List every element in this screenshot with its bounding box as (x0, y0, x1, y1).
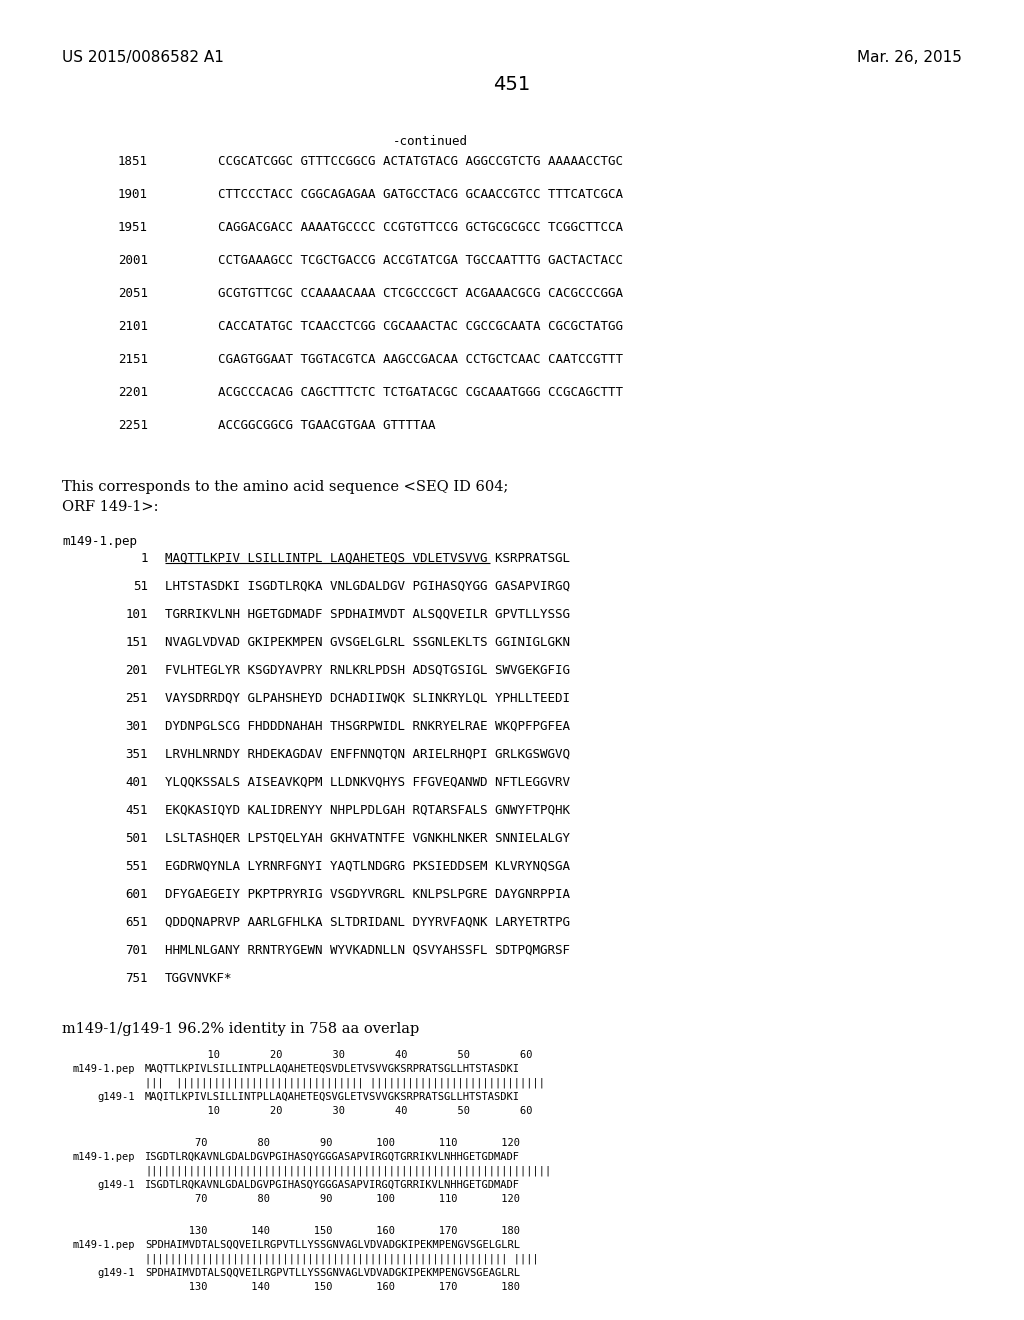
Text: 251: 251 (126, 692, 148, 705)
Text: -continued: -continued (393, 135, 468, 148)
Text: CTTCCCTACC CGGCAGAGAA GATGCCTACG GCAACCGTCC TTTCATCGCA: CTTCCCTACC CGGCAGAGAA GATGCCTACG GCAACCG… (218, 187, 623, 201)
Text: VAYSDRRDQY GLPAHSHEYD DCHADIIWQK SLINKRYLQL YPHLLTEEDI: VAYSDRRDQY GLPAHSHEYD DCHADIIWQK SLINKRY… (165, 692, 570, 705)
Text: g149-1: g149-1 (97, 1092, 135, 1102)
Text: 130       140       150       160       170       180: 130 140 150 160 170 180 (145, 1282, 520, 1292)
Text: LRVHLNRNDY RHDEKAGDAV ENFFNNQTQN ARIELRHQPI GRLKGSWGVQ: LRVHLNRNDY RHDEKAGDAV ENFFNNQTQN ARIELRH… (165, 748, 570, 762)
Text: MAQTTLKPIV LSILLINTPL LAQAHETEQS VDLETVSVVG KSRPRATSGL: MAQTTLKPIV LSILLINTPL LAQAHETEQS VDLETVS… (165, 552, 570, 565)
Text: ACGCCCACAG CAGCTTTCTC TCTGATACGC CGCAAATGGG CCGCAGCTTT: ACGCCCACAG CAGCTTTCTC TCTGATACGC CGCAAAT… (218, 385, 623, 399)
Text: |||||||||||||||||||||||||||||||||||||||||||||||||||||||||||||||||: ||||||||||||||||||||||||||||||||||||||||… (145, 1166, 551, 1176)
Text: This corresponds to the amino acid sequence <SEQ ID 604;: This corresponds to the amino acid seque… (62, 480, 508, 494)
Text: g149-1: g149-1 (97, 1180, 135, 1191)
Text: CAGGACGACC AAAATGCCCC CCGTGTTCCG GCTGCGCGCC TCGGCTTCCA: CAGGACGACC AAAATGCCCC CCGTGTTCCG GCTGCGC… (218, 220, 623, 234)
Text: ISGDTLRQKAVNLGDALDGVPGIHASQYGGGASAPVIRGQTGRRIKVLNHHGETGDMADF: ISGDTLRQKAVNLGDALDGVPGIHASQYGGGASAPVIRGQ… (145, 1152, 520, 1162)
Text: 2201: 2201 (118, 385, 148, 399)
Text: FVLHTEGLYR KSGDYAVPRY RNLKRLPDSH ADSQTGSIGL SWVGEKGFIG: FVLHTEGLYR KSGDYAVPRY RNLKRLPDSH ADSQTGS… (165, 664, 570, 677)
Text: EGDRWQYNLA LYRNRFGNYI YAQTLNDGRG PKSIEDDSEM KLVRYNQSGA: EGDRWQYNLA LYRNRFGNYI YAQTLNDGRG PKSIEDD… (165, 861, 570, 873)
Text: 1851: 1851 (118, 154, 148, 168)
Text: m149-1.pep: m149-1.pep (73, 1239, 135, 1250)
Text: 130       140       150       160       170       180: 130 140 150 160 170 180 (145, 1226, 520, 1236)
Text: 551: 551 (126, 861, 148, 873)
Text: 1901: 1901 (118, 187, 148, 201)
Text: CCGCATCGGC GTTTCCGGCG ACTATGTACG AGGCCGTCTG AAAAACCTGC: CCGCATCGGC GTTTCCGGCG ACTATGTACG AGGCCGT… (218, 154, 623, 168)
Text: 401: 401 (126, 776, 148, 789)
Text: 10        20        30        40        50        60: 10 20 30 40 50 60 (145, 1049, 532, 1060)
Text: 1: 1 (140, 552, 148, 565)
Text: |||||||||||||||||||||||||||||||||||||||||||||||||||||||||| ||||: ||||||||||||||||||||||||||||||||||||||||… (145, 1254, 539, 1265)
Text: 101: 101 (126, 609, 148, 620)
Text: g149-1: g149-1 (97, 1269, 135, 1278)
Text: YLQQKSSALS AISEAVKQPM LLDNKVQHYS FFGVEQANWD NFTLEGGVRV: YLQQKSSALS AISEAVKQPM LLDNKVQHYS FFGVEQA… (165, 776, 570, 789)
Text: 2151: 2151 (118, 352, 148, 366)
Text: NVAGLVDVAD GKIPEKMPEN GVSGELGLRL SSGNLEKLTS GGINIGLGKN: NVAGLVDVAD GKIPEKMPEN GVSGELGLRL SSGNLEK… (165, 636, 570, 649)
Text: 651: 651 (126, 916, 148, 929)
Text: QDDQNAPRVP AARLGFHLKA SLTDRIDANL DYYRVFAQNK LARYETRTPG: QDDQNAPRVP AARLGFHLKA SLTDRIDANL DYYRVFA… (165, 916, 570, 929)
Text: 51: 51 (133, 579, 148, 593)
Text: LHTSTASDKI ISGDTLRQKA VNLGDALDGV PGIHASQYGG GASAPVIRGQ: LHTSTASDKI ISGDTLRQKA VNLGDALDGV PGIHASQ… (165, 579, 570, 593)
Text: 2101: 2101 (118, 319, 148, 333)
Text: CACCATATGC TCAACCTCGG CGCAAACTAC CGCCGCAATA CGCGCTATGG: CACCATATGC TCAACCTCGG CGCAAACTAC CGCCGCA… (218, 319, 623, 333)
Text: CCTGAAAGCC TCGCTGACCG ACCGTATCGA TGCCAATTTG GACTACTACC: CCTGAAAGCC TCGCTGACCG ACCGTATCGA TGCCAAT… (218, 253, 623, 267)
Text: CGAGTGGAAT TGGTACGTCA AAGCCGACAA CCTGCTCAAC CAATCCGTTT: CGAGTGGAAT TGGTACGTCA AAGCCGACAA CCTGCTC… (218, 352, 623, 366)
Text: 2051: 2051 (118, 286, 148, 300)
Text: 751: 751 (126, 972, 148, 985)
Text: ISGDTLRQKAVNLGDALDGVPGIHASQYGGGASAPVIRGQTGRRIKVLNHHGETGDMADF: ISGDTLRQKAVNLGDALDGVPGIHASQYGGGASAPVIRGQ… (145, 1180, 520, 1191)
Text: m149-1.pep: m149-1.pep (73, 1064, 135, 1074)
Text: 301: 301 (126, 719, 148, 733)
Text: 10        20        30        40        50        60: 10 20 30 40 50 60 (145, 1106, 532, 1115)
Text: 2251: 2251 (118, 418, 148, 432)
Text: Mar. 26, 2015: Mar. 26, 2015 (857, 50, 962, 65)
Text: ACCGGCGGCG TGAACGTGAA GTTTTAA: ACCGGCGGCG TGAACGTGAA GTTTTAA (218, 418, 435, 432)
Text: 70        80        90       100       110       120: 70 80 90 100 110 120 (145, 1195, 520, 1204)
Text: US 2015/0086582 A1: US 2015/0086582 A1 (62, 50, 224, 65)
Text: m149-1.pep: m149-1.pep (73, 1152, 135, 1162)
Text: m149-1/g149-1 96.2% identity in 758 aa overlap: m149-1/g149-1 96.2% identity in 758 aa o… (62, 1022, 419, 1036)
Text: 451: 451 (494, 75, 530, 94)
Text: GCGTGTTCGC CCAAAACAAA CTCGCCCGCT ACGAAACGCG CACGCCCGGA: GCGTGTTCGC CCAAAACAAA CTCGCCCGCT ACGAAAC… (218, 286, 623, 300)
Text: 1951: 1951 (118, 220, 148, 234)
Text: 601: 601 (126, 888, 148, 902)
Text: TGRRIKVLNH HGETGDMADF SPDHAIMVDT ALSQQVEILR GPVTLLYSSG: TGRRIKVLNH HGETGDMADF SPDHAIMVDT ALSQQVE… (165, 609, 570, 620)
Text: 451: 451 (126, 804, 148, 817)
Text: 501: 501 (126, 832, 148, 845)
Text: DYDNPGLSCG FHDDDNAHAH THSGRPWIDL RNKRYELRAE WKQPFPGFEA: DYDNPGLSCG FHDDDNAHAH THSGRPWIDL RNKRYEL… (165, 719, 570, 733)
Text: MAQITLKPIVLSILLINTPLLAQAHETEQSVGLETVSVVGKSRPRATSGLLHTSTASDKI: MAQITLKPIVLSILLINTPLLAQAHETEQSVGLETVSVVG… (145, 1092, 520, 1102)
Text: 701: 701 (126, 944, 148, 957)
Text: |||  |||||||||||||||||||||||||||||| ||||||||||||||||||||||||||||: ||| |||||||||||||||||||||||||||||| |||||… (145, 1078, 545, 1089)
Text: LSLTASHQER LPSTQELYAH GKHVATNTFE VGNKHLNKER SNNIELALGY: LSLTASHQER LPSTQELYAH GKHVATNTFE VGNKHLN… (165, 832, 570, 845)
Text: 70        80        90       100       110       120: 70 80 90 100 110 120 (145, 1138, 520, 1148)
Text: EKQKASIQYD KALIDRENYY NHPLPDLGAH RQTARSFALS GNWYFTPQHK: EKQKASIQYD KALIDRENYY NHPLPDLGAH RQTARSF… (165, 804, 570, 817)
Text: 201: 201 (126, 664, 148, 677)
Text: 2001: 2001 (118, 253, 148, 267)
Text: SPDHAIMVDTALSQQVEILRGPVTLLYSSGNVAGLVDVADGKIPEKMPENGVSGEAGLRL: SPDHAIMVDTALSQQVEILRGPVTLLYSSGNVAGLVDVAD… (145, 1269, 520, 1278)
Text: TGGVNVKF*: TGGVNVKF* (165, 972, 232, 985)
Text: SPDHAIMVDTALSQQVEILRGPVTLLYSSGNVAGLVDVADGKIPEKMPENGVSGELGLRL: SPDHAIMVDTALSQQVEILRGPVTLLYSSGNVAGLVDVAD… (145, 1239, 520, 1250)
Text: 151: 151 (126, 636, 148, 649)
Text: m149-1.pep: m149-1.pep (62, 535, 137, 548)
Text: 351: 351 (126, 748, 148, 762)
Text: MAQTTLKPIVLSILLINTPLLAQAHETEQSVDLETVSVVGKSRPRATSGLLHTSTASDKI: MAQTTLKPIVLSILLINTPLLAQAHETEQSVDLETVSVVG… (145, 1064, 520, 1074)
Text: ORF 149-1>:: ORF 149-1>: (62, 500, 159, 513)
Text: DFYGAEGEIY PKPTPRYRIG VSGDYVRGRL KNLPSLPGRE DAYGNRPPIA: DFYGAEGEIY PKPTPRYRIG VSGDYVRGRL KNLPSLP… (165, 888, 570, 902)
Text: HHMLNLGANY RRNTRYGEWN WYVKADNLLN QSVYAHSSFL SDTPQMGRSF: HHMLNLGANY RRNTRYGEWN WYVKADNLLN QSVYAHS… (165, 944, 570, 957)
